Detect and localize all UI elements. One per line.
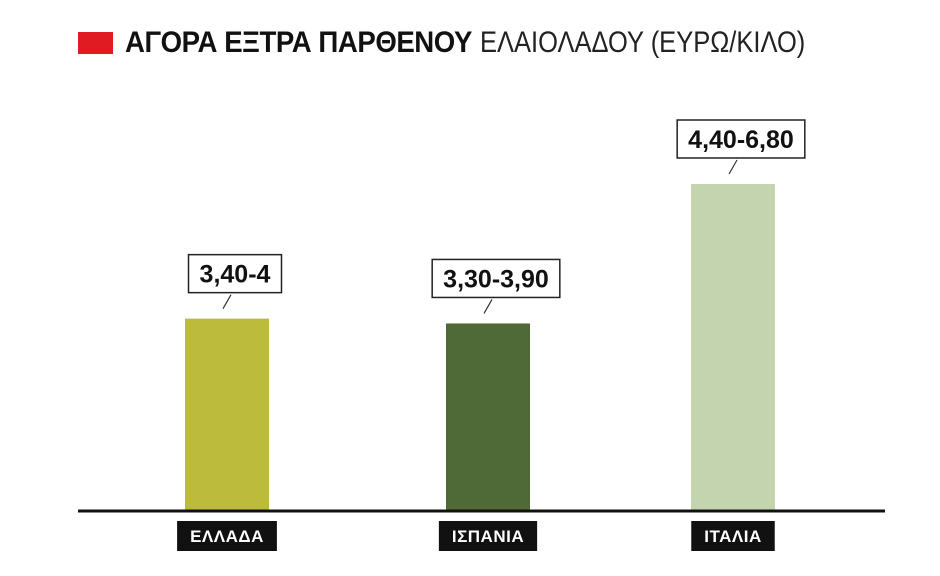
chart-title: ΑΓΟΡΑ ΕΞΤΡΑ ΠΑΡΘΕΝΟΥ ΕΛΑΙΟΛΑΔΟΥ (ΕΥΡΩ/ΚΙ… (78, 26, 863, 60)
value-leader-line (483, 299, 493, 314)
category-label-box (691, 521, 775, 551)
value-leader-line (222, 294, 232, 309)
bar (446, 323, 530, 511)
value-label-box (187, 253, 283, 294)
title-bold: ΑΓΟΡΑ ΕΞΤΡΑ ΠΑΡΘΕΝΟΥ (125, 26, 472, 59)
category-label: ΙΣΠΑΝΙΑ (452, 527, 524, 546)
value-label-box (676, 119, 806, 159)
category-label-box (177, 521, 277, 551)
value-label: 3,40-4 (200, 261, 271, 289)
category-label: ΙΤΑΛΙΑ (704, 527, 761, 546)
value-label: 4,40-6,80 (688, 126, 794, 154)
value-label: 3,30-3,90 (443, 265, 549, 293)
title-rest: ΕΛΑΙΟΛΑΔΟΥ (ΕΥΡΩ/ΚΙΛΟ) (480, 26, 806, 59)
category-label: ΕΛΛΑΔΑ (190, 527, 264, 546)
value-leader-line (728, 159, 738, 175)
title-marker (78, 32, 113, 54)
category-label-box (438, 521, 538, 551)
value-label-box (431, 258, 561, 299)
bar (691, 184, 775, 511)
bar (185, 318, 269, 511)
